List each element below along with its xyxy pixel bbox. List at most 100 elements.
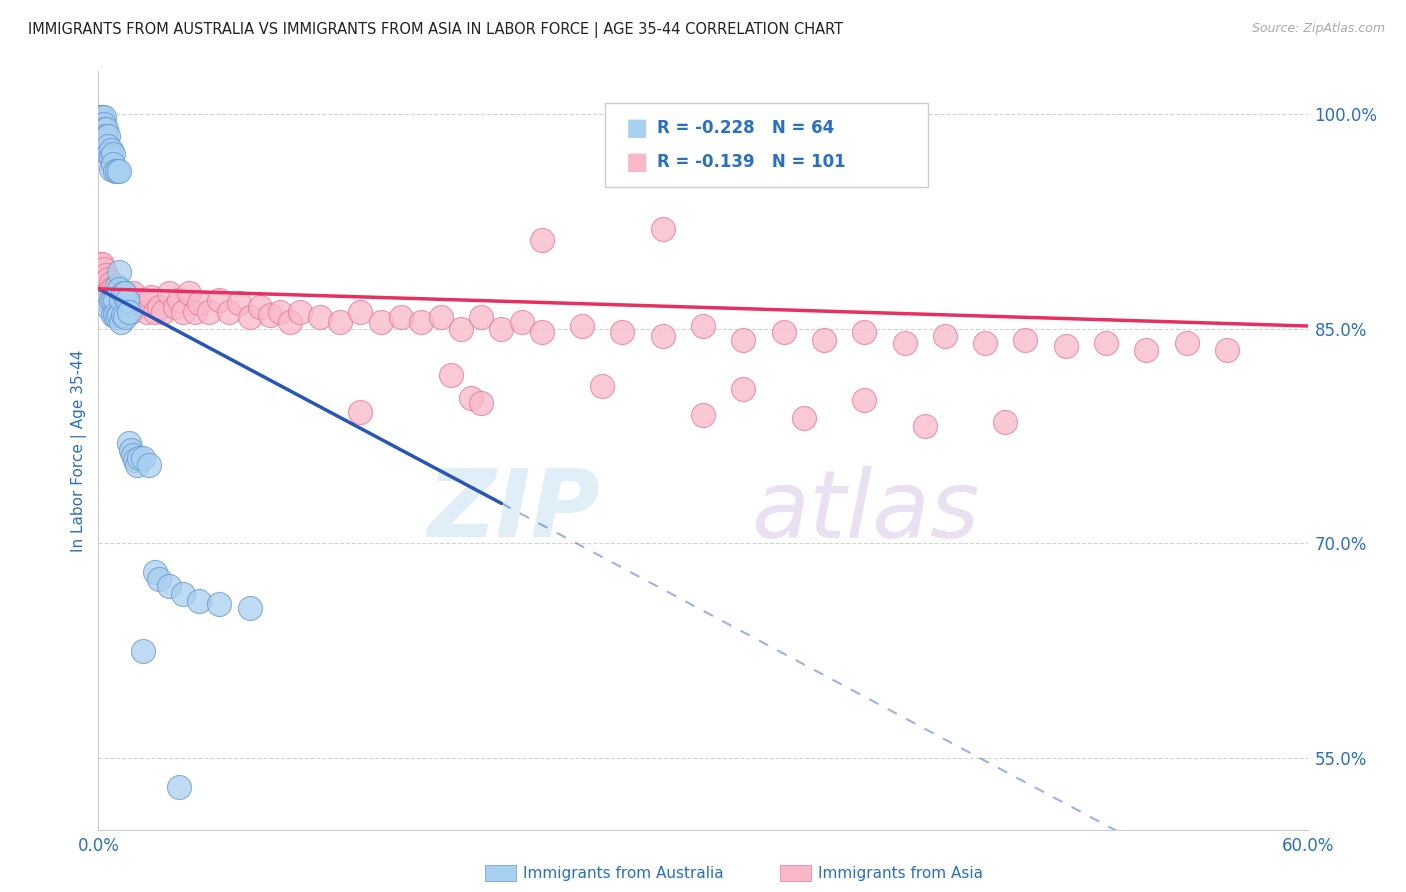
Point bbox=[259, 308, 281, 322]
Point bbox=[733, 334, 755, 348]
Point bbox=[167, 780, 190, 794]
Point bbox=[612, 325, 634, 339]
Point bbox=[793, 410, 815, 425]
Point bbox=[93, 261, 115, 276]
Point bbox=[934, 329, 956, 343]
Point bbox=[510, 315, 533, 329]
Point bbox=[530, 325, 553, 339]
Point bbox=[101, 293, 124, 308]
Point bbox=[135, 304, 157, 318]
Point bbox=[470, 310, 492, 325]
Point bbox=[288, 304, 311, 318]
Point bbox=[208, 293, 231, 308]
Point bbox=[91, 282, 114, 296]
Point bbox=[93, 286, 115, 301]
Point bbox=[107, 282, 129, 296]
Point bbox=[100, 293, 122, 308]
Point bbox=[93, 117, 115, 131]
Point bbox=[651, 329, 673, 343]
Point bbox=[1054, 339, 1077, 353]
Point bbox=[97, 301, 120, 315]
Point bbox=[1014, 334, 1036, 348]
Point bbox=[239, 310, 262, 325]
Point bbox=[167, 293, 190, 308]
Point bbox=[120, 304, 142, 318]
Point bbox=[100, 161, 122, 176]
Point bbox=[974, 336, 997, 351]
Point bbox=[239, 600, 262, 615]
Point bbox=[132, 293, 155, 308]
Point bbox=[143, 304, 166, 318]
Text: R = -0.228   N = 64: R = -0.228 N = 64 bbox=[657, 120, 834, 137]
Point bbox=[370, 315, 392, 329]
Point bbox=[172, 304, 194, 318]
Point bbox=[218, 304, 240, 318]
Point bbox=[91, 110, 114, 124]
Point bbox=[114, 304, 136, 318]
Point bbox=[349, 405, 371, 419]
Point bbox=[111, 286, 134, 301]
Point bbox=[132, 450, 155, 465]
Point bbox=[96, 279, 118, 293]
Point bbox=[115, 296, 138, 310]
Point bbox=[96, 143, 118, 157]
Point bbox=[651, 221, 673, 235]
Point bbox=[103, 301, 125, 315]
Point bbox=[460, 391, 482, 405]
Point bbox=[97, 272, 120, 286]
Point bbox=[97, 128, 120, 143]
Point bbox=[93, 110, 115, 124]
Point bbox=[813, 334, 835, 348]
Point bbox=[1095, 336, 1118, 351]
Point bbox=[101, 308, 124, 322]
Point bbox=[118, 436, 141, 450]
Point bbox=[329, 315, 352, 329]
Point bbox=[1135, 343, 1157, 358]
Point bbox=[430, 310, 453, 325]
Point bbox=[96, 293, 118, 308]
Point bbox=[105, 279, 128, 293]
Point bbox=[96, 290, 118, 304]
Point bbox=[389, 310, 412, 325]
Point bbox=[184, 304, 207, 318]
Text: IMMIGRANTS FROM AUSTRALIA VS IMMIGRANTS FROM ASIA IN LABOR FORCE | AGE 35-44 COR: IMMIGRANTS FROM AUSTRALIA VS IMMIGRANTS … bbox=[28, 22, 844, 38]
Point bbox=[188, 296, 211, 310]
Point bbox=[100, 276, 122, 290]
Point bbox=[198, 304, 221, 318]
Point bbox=[208, 597, 231, 611]
Point bbox=[132, 644, 155, 658]
Point bbox=[93, 276, 115, 290]
Text: ZIP: ZIP bbox=[427, 465, 600, 558]
Point bbox=[120, 443, 142, 458]
Point bbox=[110, 315, 132, 329]
Point bbox=[107, 164, 129, 178]
Point bbox=[450, 322, 472, 336]
Point bbox=[115, 293, 138, 308]
Point bbox=[103, 293, 125, 308]
Point bbox=[97, 138, 120, 153]
Point bbox=[89, 119, 111, 133]
Point bbox=[91, 117, 114, 131]
Point bbox=[470, 396, 492, 410]
Point bbox=[101, 147, 124, 161]
Point bbox=[93, 136, 115, 150]
Point bbox=[105, 286, 128, 301]
Point bbox=[249, 301, 271, 315]
Point bbox=[914, 419, 936, 434]
Point bbox=[853, 325, 876, 339]
Point bbox=[143, 565, 166, 579]
Text: Immigrants from Australia: Immigrants from Australia bbox=[523, 866, 724, 880]
Point bbox=[124, 453, 146, 467]
Point bbox=[772, 325, 794, 339]
Y-axis label: In Labor Force | Age 35-44: In Labor Force | Age 35-44 bbox=[72, 350, 87, 551]
Point bbox=[733, 382, 755, 396]
Point bbox=[269, 304, 291, 318]
Point bbox=[93, 143, 115, 157]
Point bbox=[128, 450, 150, 465]
Point bbox=[100, 282, 122, 296]
Point bbox=[188, 593, 211, 607]
Point bbox=[349, 304, 371, 318]
Point bbox=[124, 301, 146, 315]
Point bbox=[152, 304, 174, 318]
Point bbox=[101, 293, 124, 308]
